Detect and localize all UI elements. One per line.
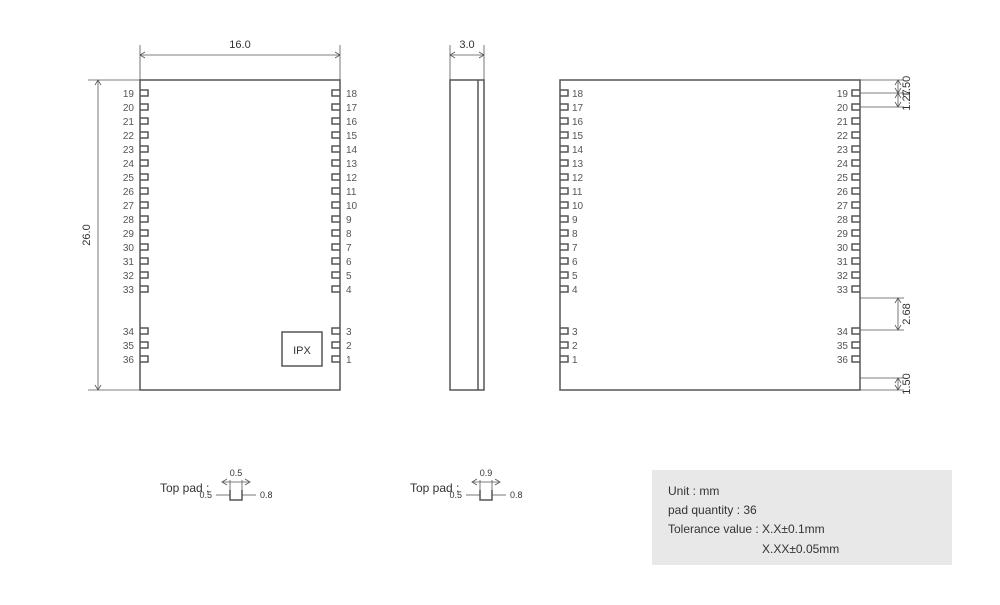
pin-label: 28 xyxy=(837,215,849,226)
dim-depth: 3.0 xyxy=(459,39,474,51)
pin-label: 15 xyxy=(572,131,584,142)
tolerance-label-1: Tolerance value : X.X±0.1mm xyxy=(668,520,936,539)
pin-label: 35 xyxy=(837,341,849,352)
pin-label: 24 xyxy=(123,159,135,170)
pin-label: 13 xyxy=(572,159,584,170)
pin-label: 35 xyxy=(123,341,135,352)
pin-label: 7 xyxy=(572,243,578,254)
pin-label: 25 xyxy=(837,173,849,184)
pin-label: 12 xyxy=(572,173,584,184)
pin-label: 30 xyxy=(123,243,135,254)
pin-label: 6 xyxy=(572,257,578,268)
unit-label: Unit : mm xyxy=(668,482,936,501)
pin-label: 16 xyxy=(346,117,358,128)
pin-label: 5 xyxy=(572,271,578,282)
ipx-label: IPX xyxy=(293,345,311,357)
pin-label: 34 xyxy=(837,327,849,338)
pin-label: 14 xyxy=(572,145,584,156)
pin-label: 11 xyxy=(346,187,357,198)
pin-label: 32 xyxy=(123,271,135,282)
pin-label: 3 xyxy=(572,327,578,338)
dim-edge-bot: 1.50 xyxy=(901,373,913,394)
pin-label: 36 xyxy=(837,355,849,366)
pin-label: 9 xyxy=(572,215,578,226)
tolerance-label-2: X.XX±0.05mm xyxy=(668,540,936,559)
pad-dim: 0.5 xyxy=(449,490,462,500)
pin-label: 33 xyxy=(837,285,849,296)
pin-label: 31 xyxy=(123,257,135,268)
pin-label: 24 xyxy=(837,159,849,170)
front-outline xyxy=(140,80,340,390)
pin-label: 4 xyxy=(346,285,352,296)
pin-label: 2 xyxy=(572,341,578,352)
pin-label: 8 xyxy=(346,229,352,240)
pin-label: 27 xyxy=(837,201,849,212)
pin-label: 3 xyxy=(346,327,352,338)
pin-label: 16 xyxy=(572,117,584,128)
pin-label: 21 xyxy=(837,117,849,128)
pad-qty-label: pad quantity : 36 xyxy=(668,501,936,520)
pad-dim: 0.5 xyxy=(199,490,212,500)
back-outline xyxy=(560,80,860,390)
pin-label: 20 xyxy=(123,103,135,114)
pin-label: 18 xyxy=(572,89,584,100)
pin-label: 30 xyxy=(837,243,849,254)
pin-label: 14 xyxy=(346,145,358,156)
pin-label: 22 xyxy=(837,131,849,142)
pad-dim: 0.9 xyxy=(480,468,493,478)
pin-label: 1 xyxy=(572,355,578,366)
pin-label: 23 xyxy=(123,145,135,156)
pin-label: 33 xyxy=(123,285,135,296)
pin-label: 36 xyxy=(123,355,135,366)
pin-label: 11 xyxy=(572,187,583,198)
pin-label: 26 xyxy=(837,187,849,198)
dim-width: 16.0 xyxy=(229,39,250,51)
pin-label: 22 xyxy=(123,131,135,142)
pin-label: 6 xyxy=(346,257,352,268)
pin-label: 29 xyxy=(123,229,135,240)
pin-label: 10 xyxy=(572,201,584,212)
pin-label: 34 xyxy=(123,327,135,338)
pin-label: 17 xyxy=(572,103,584,114)
pin-label: 19 xyxy=(837,89,849,100)
pin-label: 2 xyxy=(346,341,352,352)
pin-label: 31 xyxy=(837,257,849,268)
pin-label: 20 xyxy=(837,103,849,114)
pin-label: 4 xyxy=(572,285,578,296)
pin-label: 10 xyxy=(346,201,358,212)
pin-label: 9 xyxy=(346,215,352,226)
pin-label: 1 xyxy=(346,355,352,366)
pin-label: 15 xyxy=(346,131,358,142)
pin-label: 23 xyxy=(837,145,849,156)
pin-label: 29 xyxy=(837,229,849,240)
dim-height: 26.0 xyxy=(81,224,93,245)
pin-label: 7 xyxy=(346,243,352,254)
pad-dim: 0.8 xyxy=(510,490,523,500)
pin-label: 27 xyxy=(123,201,135,212)
pin-label: 32 xyxy=(837,271,849,282)
pin-label: 18 xyxy=(346,89,358,100)
pad-dim: 0.5 xyxy=(230,468,243,478)
side-outline xyxy=(450,80,484,390)
pin-label: 12 xyxy=(346,173,358,184)
dim-pitch: 1.27 xyxy=(901,89,913,110)
pin-label: 8 xyxy=(572,229,578,240)
pad-dim: 0.8 xyxy=(260,490,273,500)
pin-label: 5 xyxy=(346,271,352,282)
pin-label: 17 xyxy=(346,103,358,114)
pin-label: 26 xyxy=(123,187,135,198)
pin-label: 19 xyxy=(123,89,135,100)
pin-label: 13 xyxy=(346,159,358,170)
pin-label: 21 xyxy=(123,117,135,128)
dim-gap: 2.68 xyxy=(901,303,913,324)
pin-label: 28 xyxy=(123,215,135,226)
pin-label: 25 xyxy=(123,173,135,184)
info-box: Unit : mm pad quantity : 36 Tolerance va… xyxy=(652,470,952,565)
